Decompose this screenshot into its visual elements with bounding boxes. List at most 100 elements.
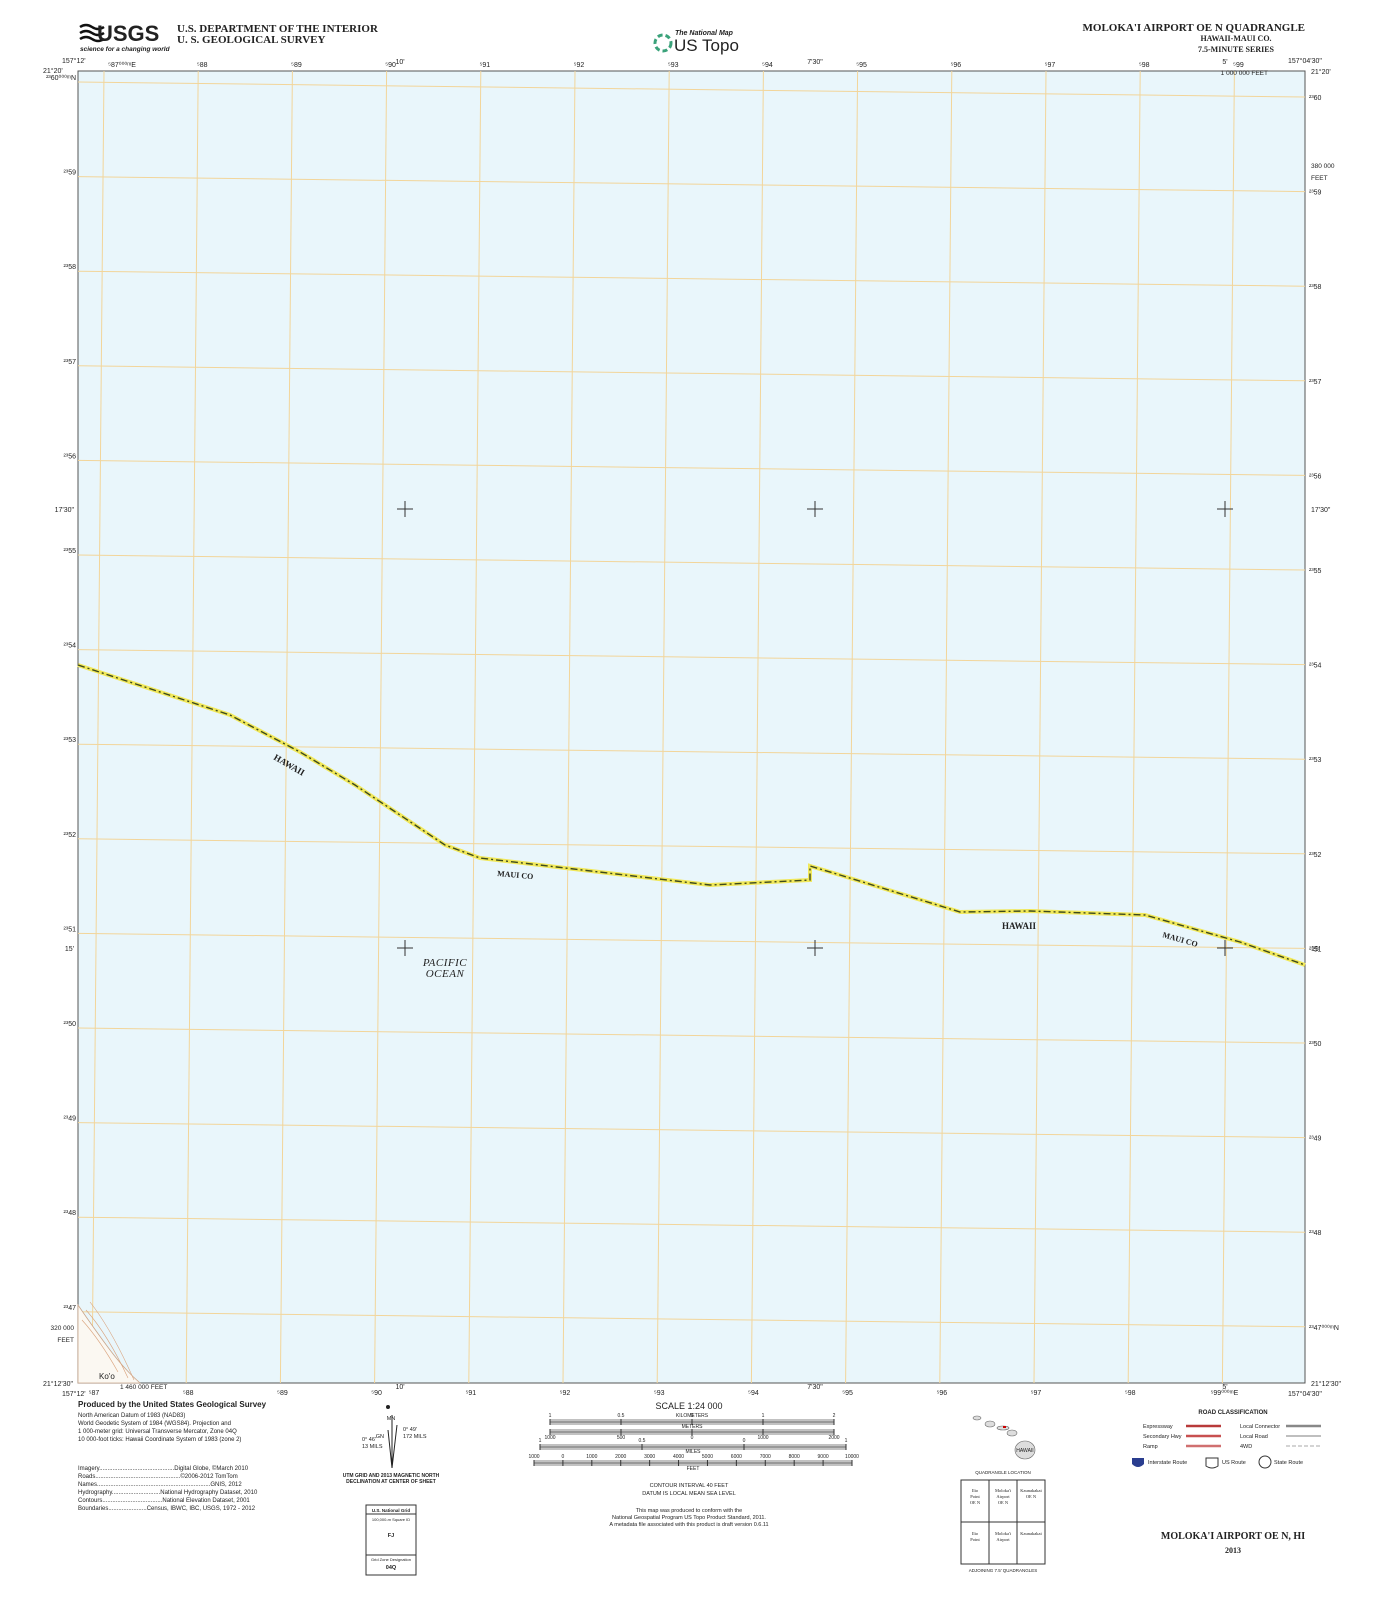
island [1014, 1440, 1036, 1460]
usgs-tagline: science for a changing world [80, 46, 171, 53]
northing-label: ²³54 [64, 643, 77, 650]
latitude-tick-label: 15' [1311, 946, 1320, 953]
island-label: HAWAII [1016, 1448, 1033, 1454]
northing-label: ²³51 [64, 926, 77, 933]
declination-label: GN [376, 1434, 384, 1440]
easting-label: ⁵96 [936, 1390, 947, 1397]
scale-tick-label: 1000 [528, 1454, 539, 1460]
northing-label: ²³59 [64, 170, 77, 177]
northing-grid-line [77, 81, 1306, 98]
easting-label: ⁵92 [560, 1390, 571, 1397]
feet-label: FEET [1311, 175, 1328, 182]
northing-label: ²³49 [1309, 1136, 1322, 1143]
datum-line: 10 000-foot ticks: Hawaii Coordinate Sys… [78, 1437, 241, 1443]
scale-tick-label: 0 [562, 1454, 565, 1460]
northing-label: ²³55 [1309, 568, 1322, 575]
easting-label: ⁵89 [291, 62, 302, 69]
island [984, 1420, 996, 1428]
easting-label: ⁵90 [371, 1390, 382, 1397]
easting-label: ⁵98 [1125, 1390, 1136, 1397]
longitude-tick-label: 5' [1222, 1384, 1227, 1391]
easting-label: ⁵96 [950, 62, 961, 69]
easting-grid-line [656, 70, 670, 1384]
corner-label: 21°12'30" [1311, 1380, 1341, 1388]
scale-unit: KILOMETERS [676, 1413, 709, 1419]
scale-tick-label: 4000 [673, 1454, 684, 1460]
adjoining-quad-name: Kaunakakai [1020, 1488, 1042, 1493]
road-legend-title: ROAD CLASSIFICATION [1198, 1410, 1267, 1416]
corner-label: 21°20' [43, 67, 63, 75]
corner-label: 21°20' [1311, 68, 1331, 76]
grid-zone-id: 04Q [386, 1565, 397, 1571]
northing-label: ²³53 [1309, 757, 1322, 764]
easting-grid-line [845, 70, 859, 1384]
easting-label: ⁵99 [1233, 62, 1244, 69]
feet-label: 1 460 000 FEET [120, 1384, 167, 1391]
us-topo-icon [653, 33, 673, 53]
water-label: PACIFIC [422, 957, 467, 969]
adjoining-quad-name: Point [970, 1494, 980, 1499]
adjoining-grid-lines [961, 1480, 1045, 1564]
us-route-shield [1205, 1457, 1219, 1469]
declination-caption: DECLINATION AT CENTER OF SHEET [346, 1479, 436, 1485]
northing-label: ²³54 [1309, 663, 1322, 670]
northing-grid-line [77, 554, 1306, 571]
corner-label: 157°04'30" [1288, 1390, 1322, 1398]
northing-grid-line [77, 270, 1306, 287]
scale-unit: FEET [687, 1466, 700, 1472]
northing-label: ²³58 [1309, 284, 1322, 291]
road-legend-item: Ramp [1143, 1444, 1158, 1450]
northing-label: ²³47 [64, 1305, 77, 1312]
easting-label: ⁵95 [842, 1390, 853, 1397]
credit-line: Imagery.................................… [78, 1465, 249, 1472]
northing-label: ²³58 [64, 264, 77, 271]
easting-label: ⁵97 [1045, 62, 1056, 69]
credit-line: Names...................................… [78, 1482, 242, 1488]
scale-tick-label: 2000 [615, 1454, 626, 1460]
easting-label: ⁵92 [574, 62, 585, 69]
road-shield-label: Interstate Route [1148, 1460, 1187, 1466]
boundary-label: MAUI CO [497, 869, 534, 881]
easting-grid-line [939, 70, 953, 1384]
scale-tick-label: 500 [617, 1435, 626, 1441]
northing-label: ²³50 [64, 1021, 77, 1028]
northing-grid-line [77, 1311, 1306, 1328]
northing-label: ²³56 [64, 453, 77, 460]
usgs-logo: USGS [97, 21, 159, 46]
road-legend-item: 4WD [1240, 1444, 1252, 1450]
easting-grid-line [1221, 70, 1235, 1384]
easting-label: ⁵93 [654, 1390, 665, 1397]
latitude-tick-label: 17'30" [1311, 507, 1331, 514]
adjoining-quad-name: Moloka'i [995, 1531, 1012, 1536]
northing-label: ²³60⁰⁰⁰ᵐN [46, 74, 76, 82]
easting-label: ⁵90 [385, 62, 396, 69]
state-route-shield [1258, 1455, 1272, 1469]
declination-label: 13 MILS [362, 1444, 383, 1450]
road-legend-item: Local Road [1240, 1434, 1268, 1440]
easting-grid-line [562, 70, 576, 1384]
feet-label: 380 000 [1311, 163, 1335, 170]
road-symbols [1186, 1424, 1321, 1448]
boundary-label: HAWAII [1002, 921, 1037, 931]
national-map: The National Map [675, 30, 734, 37]
easting-grid-line [91, 70, 105, 1384]
easting-label: ⁵89 [277, 1390, 288, 1397]
us-topo: US Topo [674, 36, 739, 55]
contour-note: DATUM IS LOCAL MEAN SEA LEVEL [642, 1491, 736, 1497]
longitude-tick-label: 10' [395, 1384, 404, 1391]
easting-grid-line [1033, 70, 1047, 1384]
credit-line: Roads...................................… [78, 1473, 238, 1480]
scale-tick-label: 1 [762, 1413, 765, 1419]
scale-tick-label: 1 [539, 1438, 542, 1444]
northing-grid-line [77, 743, 1306, 760]
scale-tick-label: 1000 [544, 1435, 555, 1441]
northing-label: ²³57 [64, 359, 77, 366]
scale-tick-label: 6000 [731, 1454, 742, 1460]
scale-tick-label: 5000 [702, 1454, 713, 1460]
northing-label: ²³53 [64, 737, 77, 744]
easting-label: ⁵97 [1031, 1390, 1042, 1397]
declination-label: MN [387, 1416, 396, 1422]
